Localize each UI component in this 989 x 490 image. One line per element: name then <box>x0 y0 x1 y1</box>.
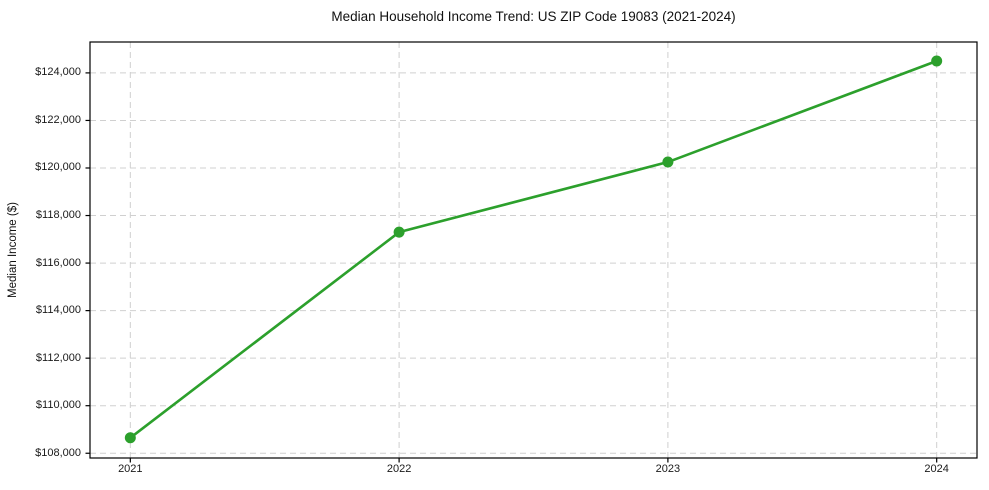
plot-border <box>89 41 978 459</box>
y-tick-label: $118,000 <box>35 209 81 222</box>
y-tick-label: $122,000 <box>35 113 81 126</box>
data-point-marker <box>393 226 405 238</box>
x-tick-label: 2024 <box>924 463 949 475</box>
x-tick-label: 2021 <box>118 463 143 475</box>
y-tick-label: $108,000 <box>35 446 81 459</box>
data-point-marker <box>124 432 136 444</box>
x-tick-label: 2023 <box>655 463 681 475</box>
y-tick-label: $116,000 <box>35 256 81 269</box>
y-tick-label: $114,000 <box>35 304 81 317</box>
y-tick-label: $110,000 <box>35 399 81 412</box>
data-point-marker <box>662 156 674 168</box>
data-point-marker <box>931 55 943 67</box>
y-tick-label: $124,000 <box>35 66 81 79</box>
x-tick-label: 2022 <box>386 463 412 475</box>
y-tick-label: $112,000 <box>35 351 81 364</box>
trend-line <box>129 59 938 440</box>
y-tick-label: $120,000 <box>35 161 81 174</box>
chart-title: Median Household Income Trend: US ZIP Co… <box>331 9 736 24</box>
